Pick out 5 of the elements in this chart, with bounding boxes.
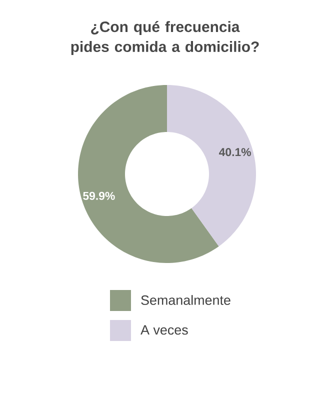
chart-title: ¿Con qué frecuencia pides comida a domicilio? (71, 21, 259, 55)
legend-label: A veces (140, 325, 188, 335)
data-label: 59.9% (83, 192, 115, 200)
data-label: 40.1% (219, 148, 251, 156)
legend-label: Semanalmente (141, 295, 230, 305)
